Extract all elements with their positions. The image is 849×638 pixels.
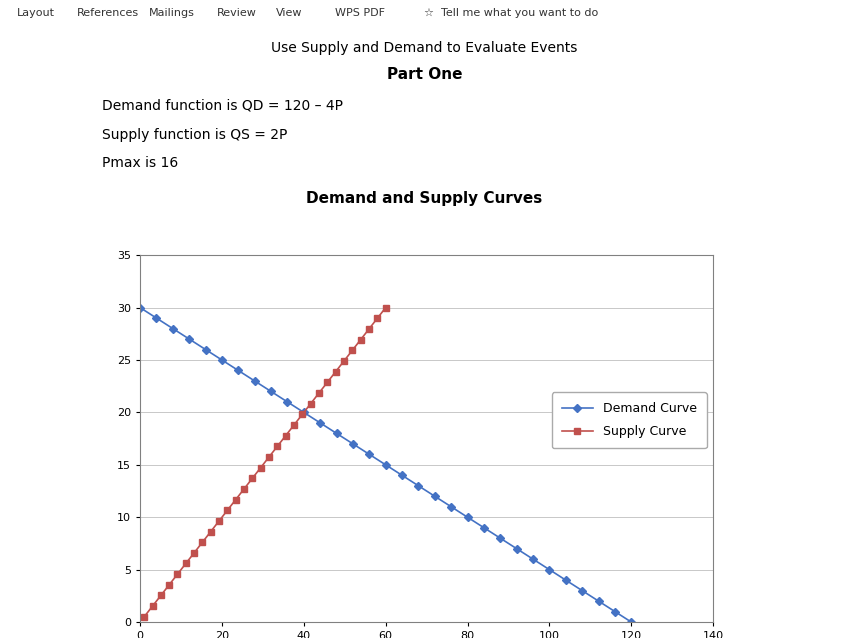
Supply Curve bbox=[380, 304, 391, 311]
Line: Supply Curve: Supply Curve bbox=[142, 305, 389, 619]
Demand Curve bbox=[184, 335, 194, 343]
Demand Curve bbox=[216, 356, 227, 364]
Text: WPS PDF: WPS PDF bbox=[335, 8, 385, 19]
Demand Curve bbox=[413, 482, 424, 489]
Demand Curve bbox=[250, 377, 260, 385]
Supply Curve bbox=[356, 336, 366, 343]
Text: Pmax is 16: Pmax is 16 bbox=[102, 156, 178, 170]
Text: Layout: Layout bbox=[17, 8, 55, 19]
Text: References: References bbox=[76, 8, 138, 19]
Text: Use Supply and Demand to Evaluate Events: Use Supply and Demand to Evaluate Events bbox=[272, 41, 577, 56]
Demand Curve bbox=[627, 618, 637, 626]
Demand Curve bbox=[577, 587, 588, 595]
Supply Curve bbox=[172, 570, 183, 578]
Demand Curve bbox=[528, 555, 538, 563]
Demand Curve bbox=[430, 493, 440, 500]
Supply Curve bbox=[222, 507, 233, 514]
Supply Curve bbox=[372, 315, 382, 322]
Demand Curve bbox=[283, 398, 293, 406]
Demand Curve bbox=[380, 461, 391, 469]
Demand Curve bbox=[397, 471, 408, 479]
Text: Part One: Part One bbox=[387, 67, 462, 82]
Text: Review: Review bbox=[216, 8, 256, 19]
Supply Curve bbox=[164, 581, 174, 589]
Supply Curve bbox=[323, 378, 333, 386]
Supply Curve bbox=[297, 410, 307, 418]
Supply Curve bbox=[289, 421, 299, 429]
Supply Curve bbox=[339, 357, 349, 365]
Supply Curve bbox=[139, 613, 149, 621]
Demand Curve bbox=[610, 608, 620, 616]
Supply Curve bbox=[155, 591, 166, 599]
Supply Curve bbox=[197, 538, 207, 546]
Demand Curve bbox=[544, 566, 554, 574]
Demand Curve bbox=[299, 408, 309, 416]
Demand Curve bbox=[151, 315, 161, 322]
Supply Curve bbox=[347, 346, 357, 354]
Supply Curve bbox=[330, 367, 340, 375]
Demand Curve bbox=[266, 388, 276, 396]
Supply Curve bbox=[306, 400, 316, 408]
Legend: Demand Curve, Supply Curve: Demand Curve, Supply Curve bbox=[552, 392, 707, 449]
Demand Curve bbox=[233, 367, 244, 375]
Demand Curve bbox=[348, 440, 358, 448]
Demand Curve bbox=[135, 304, 145, 311]
Line: Demand Curve: Demand Curve bbox=[138, 305, 634, 625]
Demand Curve bbox=[168, 325, 178, 332]
Supply Curve bbox=[314, 389, 324, 397]
Text: Demand and Supply Curves: Demand and Supply Curves bbox=[306, 191, 543, 207]
Supply Curve bbox=[239, 485, 250, 493]
Supply Curve bbox=[189, 549, 200, 557]
Supply Curve bbox=[247, 475, 257, 482]
Demand Curve bbox=[364, 450, 374, 458]
Demand Curve bbox=[446, 503, 456, 510]
Demand Curve bbox=[315, 419, 325, 427]
Text: Supply function is QS = 2P: Supply function is QS = 2P bbox=[102, 128, 287, 142]
Text: Mailings: Mailings bbox=[149, 8, 194, 19]
Demand Curve bbox=[463, 514, 473, 521]
Supply Curve bbox=[364, 325, 374, 333]
Demand Curve bbox=[560, 576, 571, 584]
Text: View: View bbox=[276, 8, 302, 19]
Demand Curve bbox=[593, 597, 604, 605]
Supply Curve bbox=[281, 432, 291, 440]
Supply Curve bbox=[181, 560, 191, 567]
Supply Curve bbox=[264, 453, 274, 461]
Demand Curve bbox=[512, 545, 522, 553]
Demand Curve bbox=[495, 535, 505, 542]
Supply Curve bbox=[256, 464, 266, 471]
Supply Curve bbox=[273, 442, 283, 450]
Text: Demand function is QD = 120 – 4P: Demand function is QD = 120 – 4P bbox=[102, 99, 343, 113]
Text: ☆  Tell me what you want to do: ☆ Tell me what you want to do bbox=[424, 8, 599, 19]
Supply Curve bbox=[214, 517, 224, 524]
Supply Curve bbox=[205, 528, 216, 535]
Demand Curve bbox=[200, 346, 211, 353]
Supply Curve bbox=[148, 602, 158, 610]
Demand Curve bbox=[331, 429, 341, 437]
Demand Curve bbox=[479, 524, 489, 531]
Supply Curve bbox=[231, 496, 241, 503]
